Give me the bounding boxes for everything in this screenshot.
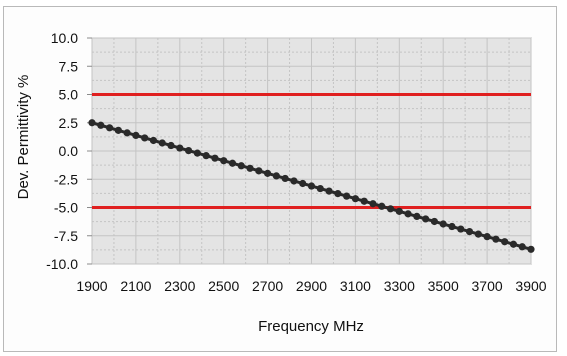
x-tick-labels: 1900 2100 2300 2500 2700 2900 3100 3300 3500 3700… xyxy=(76,278,546,294)
y-tick-label: -7.5 xyxy=(54,228,78,244)
data-point xyxy=(158,139,166,147)
data-point xyxy=(430,217,439,226)
data-point xyxy=(123,129,131,137)
data-point xyxy=(448,222,456,231)
data-point xyxy=(290,177,298,185)
data-point xyxy=(413,212,421,221)
data-point xyxy=(211,154,219,162)
data-point xyxy=(264,169,272,177)
x-tick-label: 3900 xyxy=(515,278,546,294)
data-point xyxy=(316,184,324,193)
data-point xyxy=(343,192,351,200)
data-point xyxy=(299,179,307,188)
data-point xyxy=(474,230,482,238)
x-tick-label: 2500 xyxy=(208,278,239,294)
x-tick-label: 3100 xyxy=(340,278,371,294)
data-point xyxy=(334,190,342,198)
data-point xyxy=(114,126,122,134)
x-tick-label: 2100 xyxy=(120,278,151,294)
data-point xyxy=(457,225,465,233)
limit-lines xyxy=(92,93,531,209)
y-tick-label: 5.0 xyxy=(59,87,79,103)
y-tick-label: -10.0 xyxy=(46,256,78,272)
data-point xyxy=(88,119,96,127)
data-point xyxy=(272,172,280,180)
y-tick-label: 10.0 xyxy=(51,30,78,46)
x-tick-label: 1900 xyxy=(76,278,107,294)
x-tick-label: 3300 xyxy=(384,278,415,294)
data-point xyxy=(325,187,333,195)
data-point xyxy=(176,144,184,152)
data-point xyxy=(228,159,237,167)
data-point xyxy=(281,174,289,183)
y-tick-label: 2.5 xyxy=(59,115,79,131)
data-point xyxy=(184,146,193,155)
x-tick-label: 2700 xyxy=(252,278,283,294)
y-tick-labels: 10.0 7.5 5.0 2.5 0.0 -2.5 -5.0 -7.5 -10.0 xyxy=(46,30,92,272)
data-point xyxy=(105,124,114,132)
x-tick-label: 3500 xyxy=(428,278,459,294)
y-tick-label: -5.0 xyxy=(54,200,78,216)
data-point xyxy=(518,243,526,251)
data-point xyxy=(132,131,140,140)
data-point xyxy=(246,164,254,172)
data-point xyxy=(307,182,316,190)
data-point xyxy=(360,197,368,205)
x-tick-label: 2300 xyxy=(164,278,195,294)
data-point xyxy=(378,202,386,210)
data-point xyxy=(202,152,210,160)
data-point xyxy=(149,136,158,145)
data-point xyxy=(237,162,245,170)
data-point xyxy=(439,220,447,228)
data-point xyxy=(509,240,518,248)
data-point xyxy=(351,195,359,203)
data-point xyxy=(167,141,175,150)
y-tick-label: 7.5 xyxy=(59,58,79,74)
data-point xyxy=(97,121,105,129)
data-point xyxy=(141,134,149,142)
data-point xyxy=(395,207,403,215)
y-tick-label: 0.0 xyxy=(59,143,79,159)
data-point xyxy=(465,227,474,236)
data-point xyxy=(483,233,491,241)
data-point xyxy=(501,238,509,246)
data-point xyxy=(255,167,263,175)
data-point xyxy=(492,235,500,243)
y-tick-label: -2.5 xyxy=(54,171,78,187)
x-tick-label: 2900 xyxy=(296,278,327,294)
data-point xyxy=(193,149,201,157)
x-tick-label: 3700 xyxy=(472,278,503,294)
data-point xyxy=(369,200,377,208)
x-axis-title: Frequency MHz xyxy=(258,318,364,335)
y-axis-title: Dev. Permittivity % xyxy=(15,75,32,200)
data-point xyxy=(527,245,535,253)
data-series xyxy=(88,119,535,253)
data-point xyxy=(220,157,228,165)
data-point xyxy=(386,205,395,213)
data-point xyxy=(422,215,430,223)
data-point xyxy=(404,210,412,218)
